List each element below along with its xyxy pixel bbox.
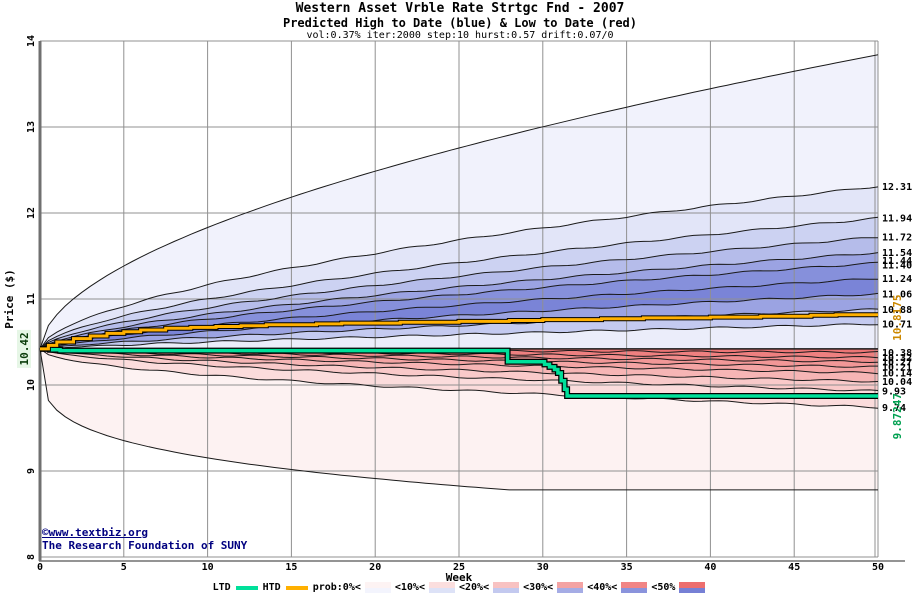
svg-text:25: 25: [453, 562, 465, 573]
page-title: Western Asset Vrble Rate Strtgc Fnd - 20…: [295, 1, 625, 16]
x-tick-labels: 0 5 10 15 20 25 30 35 40 45 50: [37, 562, 884, 573]
watermark-org: The Research Foundation of SUNY: [42, 538, 248, 552]
prob-band-swatch-0: [364, 582, 391, 593]
watermark: ©www.textbiz.org The Research Foundation…: [42, 526, 248, 552]
svg-text:14: 14: [26, 35, 37, 47]
legend-item-htd: HTD: [262, 582, 281, 593]
htd-line-swatch: [285, 585, 308, 590]
prob-band-swatch-4: [621, 582, 648, 593]
svg-text:11.72: 11.72: [882, 233, 912, 244]
svg-text:15: 15: [285, 562, 297, 573]
svg-text:11.54: 11.54: [882, 248, 912, 259]
htd-line: [40, 312, 878, 352]
prob-band-swatch-2: [493, 582, 520, 593]
svg-text:13: 13: [26, 121, 37, 133]
svg-text:50: 50: [872, 562, 884, 573]
svg-text:10: 10: [26, 379, 37, 391]
legend-item-prob-3: <30%<: [523, 582, 554, 593]
y-axis-label: Price ($): [3, 269, 16, 329]
svg-text:8: 8: [26, 554, 37, 560]
svg-text:35: 35: [621, 562, 633, 573]
prob-band-swatch-3: [557, 582, 584, 593]
svg-text:10.21: 10.21: [882, 362, 912, 373]
y-tick-labels: 8 9 10 11 12 13 14: [26, 35, 37, 560]
start-price-label: 10.42: [17, 329, 31, 368]
legend-item-ltd: LTD: [212, 582, 231, 593]
prob-band-swatch-1: [428, 582, 455, 593]
svg-text:11: 11: [26, 293, 37, 305]
ltd-line: [40, 345, 878, 399]
chart-params: vol:0.37% iter:2000 step:10 hurst:0.57 d…: [306, 29, 614, 41]
prob-band-swatch-5: [679, 582, 706, 593]
svg-text:9.93: 9.93: [882, 387, 906, 398]
legend-item-prob-1: <10%<: [394, 582, 425, 593]
svg-text:10.04: 10.04: [882, 377, 912, 388]
svg-text:10.88: 10.88: [882, 305, 912, 316]
svg-text:45: 45: [788, 562, 800, 573]
svg-text:10: 10: [202, 562, 214, 573]
svg-text:11.40: 11.40: [882, 260, 912, 271]
svg-text:9: 9: [26, 468, 37, 474]
svg-text:12.31: 12.31: [882, 182, 912, 193]
svg-text:11.06: 11.06: [882, 289, 912, 300]
svg-text:10.14: 10.14: [882, 369, 912, 380]
legend-item-prob-0: prob:0%<: [312, 582, 361, 593]
svg-text:9.74: 9.74: [882, 403, 906, 414]
legend: LTD HTD prob:0%< <10%< <20%< <30%< <40%< <50%: [0, 582, 920, 593]
svg-text:11.24: 11.24: [882, 274, 912, 285]
legend-item-prob-5: <50%: [651, 582, 676, 593]
axis-frame: [38, 41, 905, 562]
svg-text:12: 12: [26, 207, 37, 219]
legend-item-prob-4: <40%<: [587, 582, 618, 593]
svg-text:11.44: 11.44: [882, 256, 912, 267]
x-axis-label: Week: [446, 571, 473, 584]
htd-value-label: 10.8175: [891, 295, 904, 341]
ltd-line-swatch: [235, 585, 258, 590]
svg-text:5: 5: [121, 562, 127, 573]
legend-item-prob-2: <20%<: [458, 582, 490, 593]
svg-text:30: 30: [537, 562, 549, 573]
svg-text:10.32: 10.32: [882, 353, 912, 364]
svg-text:10.27: 10.27: [882, 357, 912, 368]
svg-text:10.71: 10.71: [882, 319, 912, 330]
watermark-link[interactable]: ©www.textbiz.org: [42, 526, 148, 539]
chart-header: Western Asset Vrble Rate Strtgc Fnd - 20…: [0, 1, 920, 41]
svg-text:20: 20: [369, 562, 381, 573]
ltd-value-label: 9.87247: [891, 393, 904, 439]
svg-text:10.42: 10.42: [18, 332, 31, 365]
svg-text:10.38: 10.38: [882, 348, 912, 359]
svg-text:0: 0: [37, 562, 43, 573]
svg-text:40: 40: [704, 562, 716, 573]
svg-text:11.94: 11.94: [882, 214, 912, 225]
chart-subtitle: Predicted High to Date (blue) & Low to D…: [282, 15, 637, 30]
